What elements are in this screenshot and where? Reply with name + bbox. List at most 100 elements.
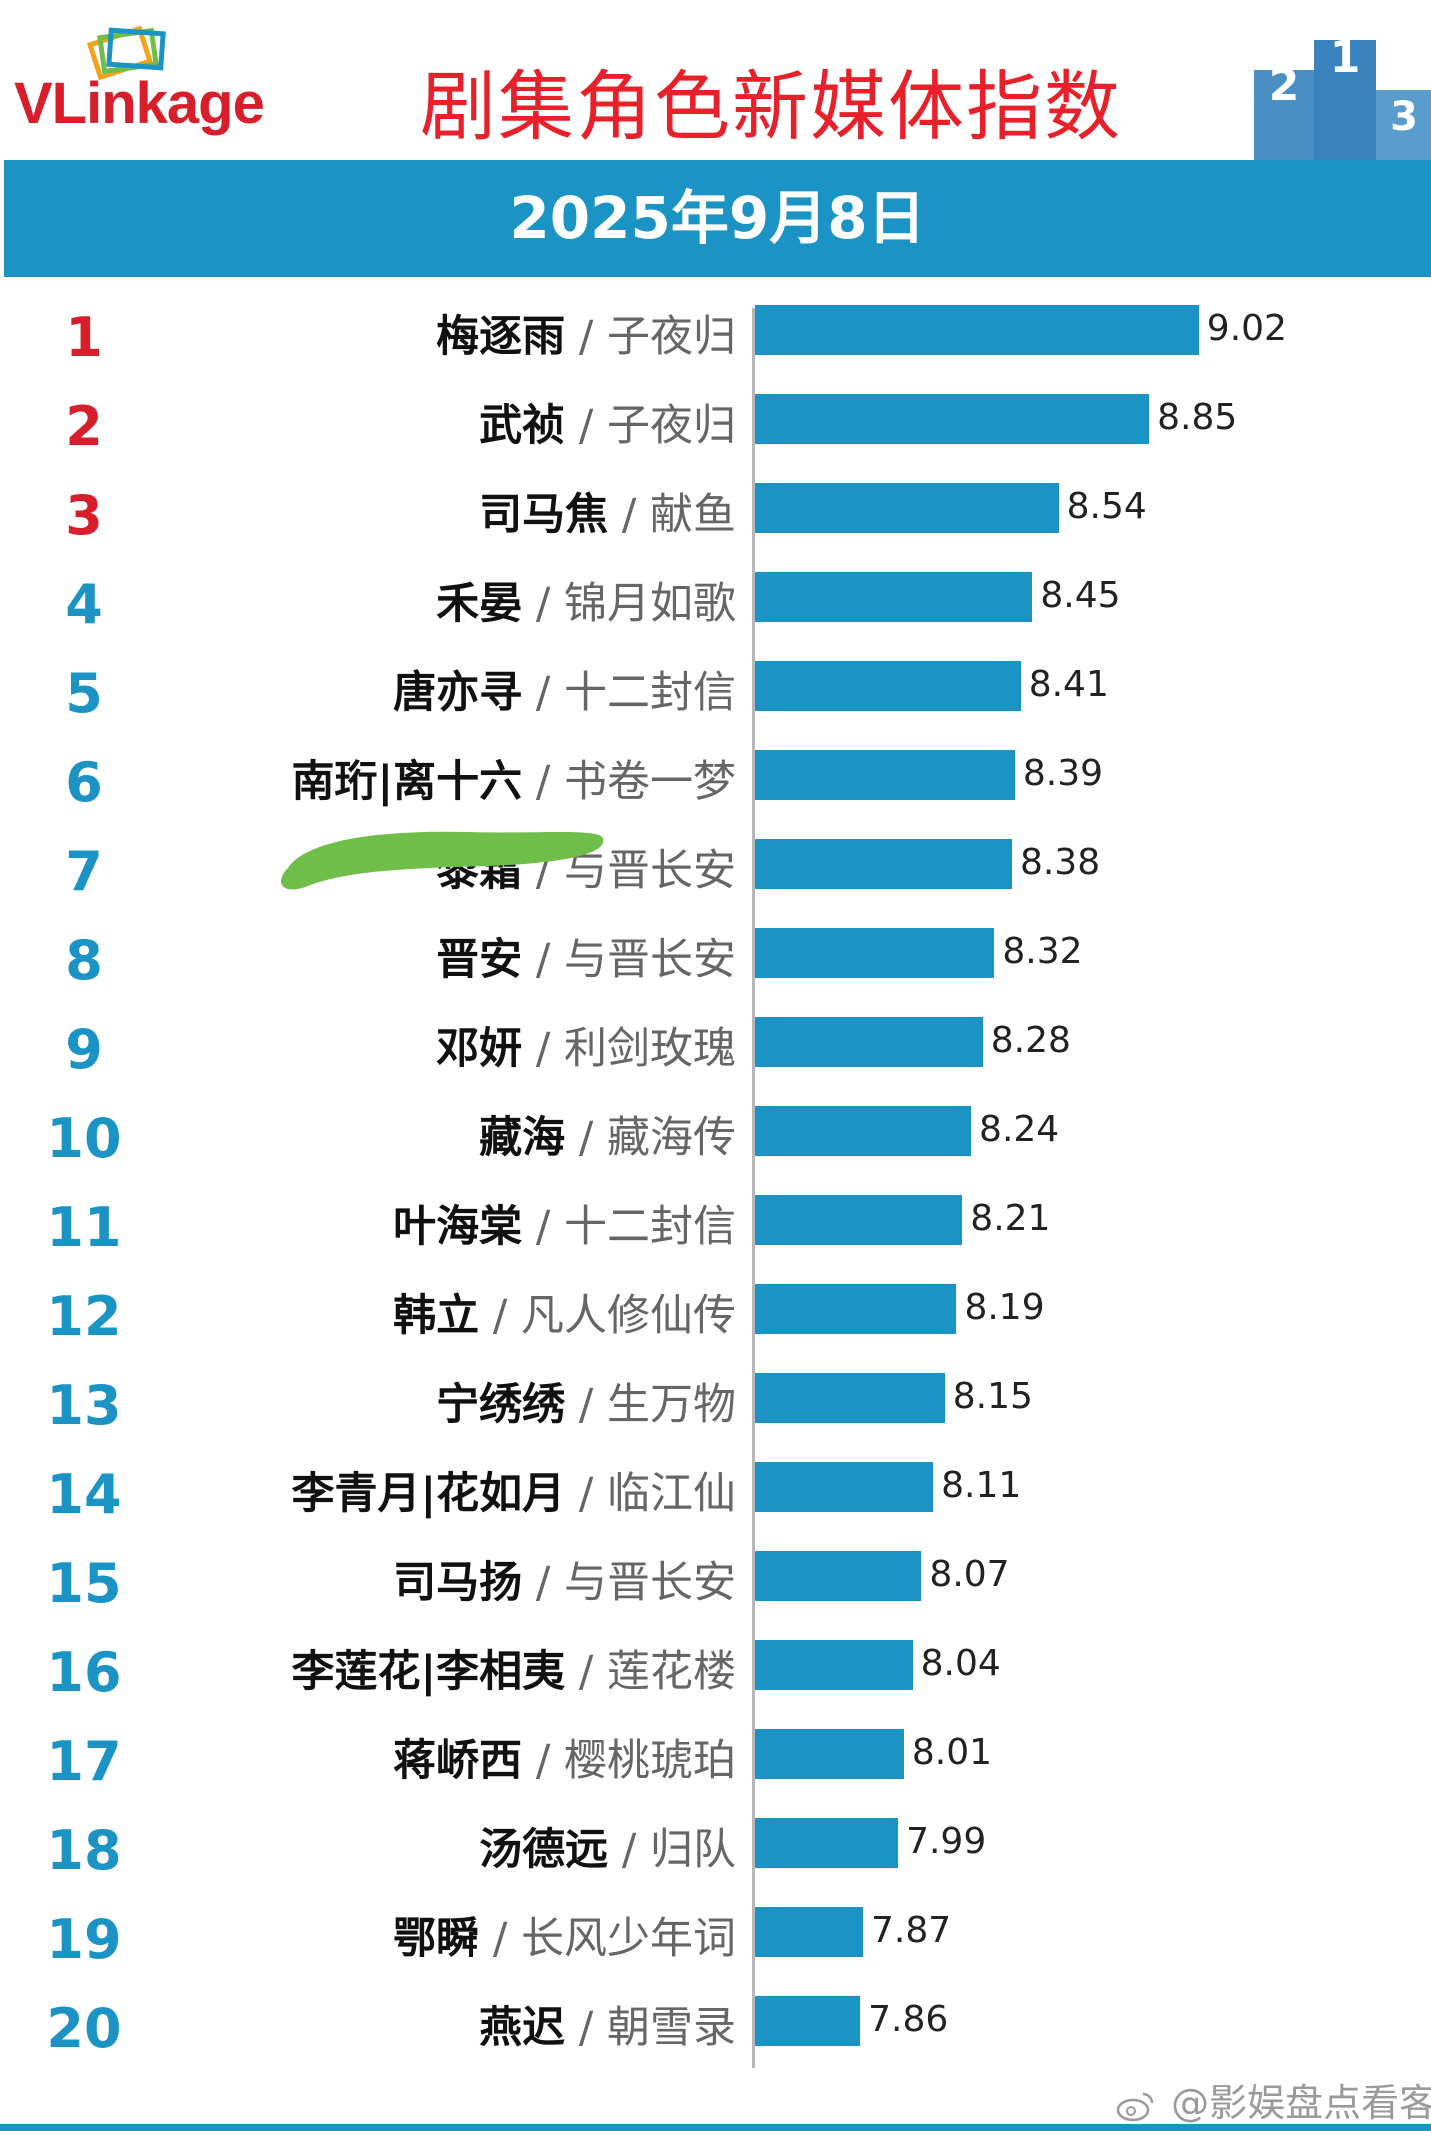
label-separator: / — [522, 1202, 564, 1252]
rank-number: 17 — [46, 1730, 122, 1793]
bar — [755, 1195, 963, 1245]
label-separator: / — [522, 1736, 564, 1786]
watermark: @影娱盘点看客 — [1115, 2072, 1431, 2127]
drama-title: 利剑玫瑰 — [564, 1024, 736, 1074]
drama-title: 子夜归 — [607, 312, 736, 362]
row-label: 李青月|花如月 / 临江仙 — [291, 1459, 736, 1521]
rank-number: 5 — [65, 662, 103, 725]
row-label: 韩立 / 凡人修仙传 — [393, 1281, 736, 1343]
rank-number: 20 — [46, 1997, 122, 2060]
row-label: 南珩|离十六 / 书卷一梦 — [291, 747, 736, 809]
bar-value-label: 8.07 — [929, 1554, 1010, 1595]
bar-value-label: 8.41 — [1028, 664, 1109, 705]
bar-value-label: 8.32 — [1002, 931, 1083, 972]
character-name: 邓妍 — [436, 1024, 523, 1074]
character-name: 司马焦 — [479, 490, 609, 540]
drama-title: 书卷一梦 — [564, 757, 736, 807]
drama-title: 十二封信 — [564, 668, 736, 718]
drama-title: 长风少年词 — [521, 1914, 736, 1964]
row-label: 叶海棠 / 十二封信 — [393, 1192, 736, 1254]
row-label: 晋安 / 与晋长安 — [436, 925, 736, 987]
bar — [755, 483, 1059, 533]
row-label: 李莲花|李相夷 / 莲花楼 — [291, 1637, 736, 1699]
row-label: 司马扬 / 与晋长安 — [393, 1548, 736, 1610]
label-separator: / — [522, 668, 564, 718]
header: VLinkage 剧集角色新媒体指数 2 1 3 — [0, 0, 1431, 160]
bar — [755, 1462, 934, 1512]
drama-title: 与晋长安 — [564, 1558, 736, 1608]
character-name: 燕迟 — [479, 2003, 566, 2053]
bar-value-label: 9.02 — [1206, 308, 1287, 349]
rank-number: 19 — [46, 1908, 122, 1971]
bar — [755, 1907, 864, 1957]
label-separator: / — [565, 1380, 607, 1430]
bar — [755, 1729, 904, 1779]
rank-number: 12 — [46, 1285, 122, 1348]
label-separator: / — [522, 757, 564, 807]
character-name: 唐亦寻 — [393, 668, 523, 718]
character-name: 李莲花|李相夷 — [291, 1647, 566, 1697]
drama-title: 凡人修仙传 — [521, 1291, 736, 1341]
bar — [755, 572, 1033, 622]
drama-title: 生万物 — [607, 1380, 736, 1430]
rank-number: 8 — [65, 929, 103, 992]
bar-value-label: 8.01 — [911, 1732, 993, 1773]
rank-number: 13 — [46, 1374, 122, 1437]
bar-value-label: 8.11 — [941, 1465, 1022, 1506]
character-name: 汤德远 — [479, 1825, 609, 1875]
label-separator: / — [565, 2003, 607, 2053]
bar-value-label: 8.04 — [920, 1643, 1001, 1684]
label-separator: / — [565, 1113, 607, 1163]
label-separator: / — [522, 935, 564, 985]
bar — [755, 1373, 945, 1423]
bar — [755, 1818, 899, 1868]
label-separator: / — [522, 1024, 564, 1074]
row-label: 武祯 / 子夜归 — [479, 391, 736, 453]
rank-number: 6 — [65, 751, 103, 814]
date-banner: 2025年9月8日 — [4, 160, 1431, 277]
row-label: 燕迟 / 朝雪录 — [479, 1993, 736, 2055]
label-separator: / — [608, 490, 650, 540]
bar — [755, 1106, 972, 1156]
logo-cards-icon — [86, 25, 166, 81]
character-name: 南珩|离十六 — [291, 757, 523, 807]
label-separator: / — [565, 401, 607, 451]
bar-value-label: 8.45 — [1040, 575, 1121, 616]
character-name: 叶海棠 — [393, 1202, 523, 1252]
green-scribble-mark — [280, 831, 604, 890]
row-label: 汤德远 / 归队 — [479, 1815, 736, 1877]
drama-title: 锦月如歌 — [564, 579, 736, 629]
date-text: 2025年9月8日 — [509, 184, 926, 252]
weibo-icon — [1116, 2092, 1154, 2121]
rank-number: 11 — [46, 1196, 122, 1259]
footer-line — [0, 2124, 1431, 2131]
rank-number: 2 — [65, 395, 103, 458]
rank-number: 18 — [46, 1819, 122, 1882]
row-label: 宁绣绣 / 生万物 — [436, 1370, 736, 1432]
drama-title: 十二封信 — [564, 1202, 736, 1252]
row-label: 梅逐雨 / 子夜归 — [436, 302, 736, 364]
drama-title: 临江仙 — [607, 1469, 736, 1519]
podium-number-2: 2 — [1269, 60, 1300, 111]
bar — [755, 928, 995, 978]
bar — [755, 305, 1199, 355]
rank-number: 1 — [65, 306, 103, 369]
label-separator: / — [565, 1647, 607, 1697]
label-separator: / — [522, 579, 564, 629]
rank-number: 7 — [65, 840, 103, 903]
row-label: 禾晏 / 锦月如歌 — [436, 569, 736, 631]
bar-value-label: 8.28 — [990, 1020, 1071, 1061]
bar-value-label: 8.85 — [1157, 397, 1238, 438]
vlinkage-logo: VLinkage — [14, 22, 314, 136]
bar-value-label: 7.99 — [906, 1821, 987, 1862]
label-separator: / — [522, 1558, 564, 1608]
rank-number: 10 — [46, 1107, 122, 1170]
character-name: 鄂瞬 — [393, 1914, 480, 1964]
label-separator: / — [479, 1291, 521, 1341]
label-separator: / — [479, 1914, 521, 1964]
rank-number: 3 — [65, 484, 103, 547]
row-label: 蒋峤西 / 樱桃琥珀 — [393, 1726, 736, 1788]
character-name: 司马扬 — [393, 1558, 523, 1608]
row-label: 藏海 / 藏海传 — [479, 1103, 736, 1165]
drama-title: 与晋长安 — [564, 935, 736, 985]
